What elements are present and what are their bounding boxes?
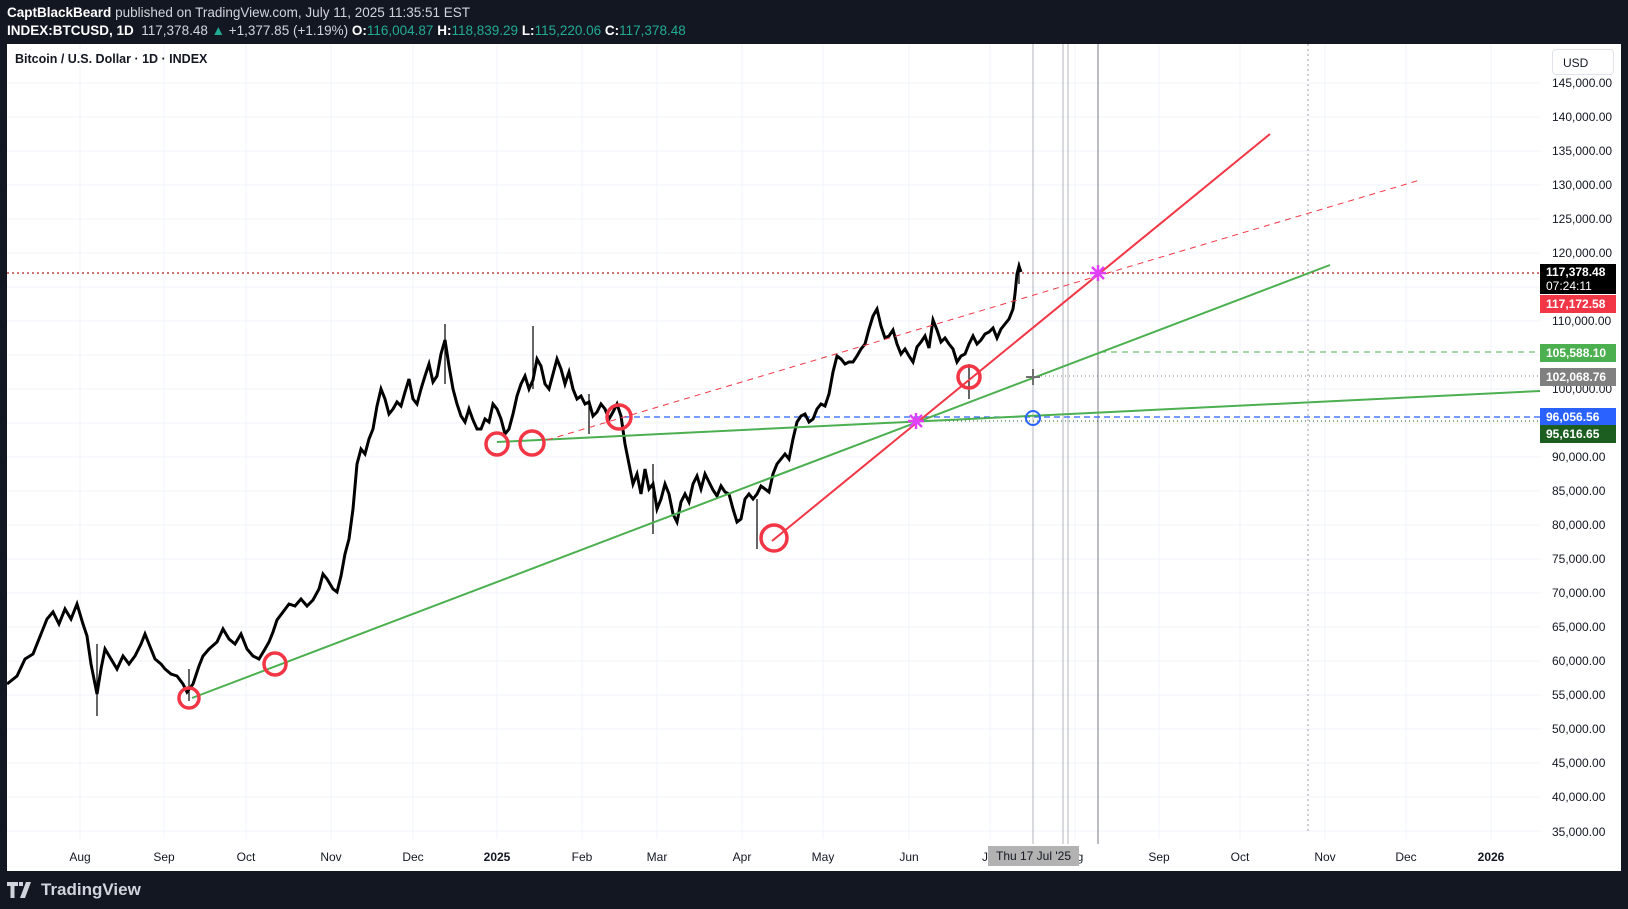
last-price-value: 117,378.48 bbox=[1546, 265, 1606, 279]
price-chart[interactable] bbox=[7, 44, 1621, 871]
green-level-badge: 105,588.10 bbox=[1540, 344, 1616, 362]
up-arrow-icon: ▲ bbox=[211, 23, 225, 38]
blue-circle-marker bbox=[1025, 410, 1041, 426]
low-label: L: bbox=[521, 23, 535, 38]
tradingview-logo[interactable]: TradingView bbox=[7, 880, 141, 900]
chart-title: Bitcoin / U.S. Dollar · 1D · INDEX bbox=[15, 52, 208, 66]
time-tick: Aug bbox=[69, 850, 91, 864]
price-tick: 60,000.00 bbox=[1552, 654, 1606, 668]
time-tick: Nov bbox=[1314, 850, 1336, 864]
price-tick: 140,000.00 bbox=[1552, 110, 1613, 124]
asterisk-markers bbox=[908, 265, 1106, 429]
rising-green-trendline bbox=[191, 264, 1331, 699]
symbol-label: INDEX:BTCUSD, 1D bbox=[7, 23, 134, 38]
price-tick: 80,000.00 bbox=[1552, 518, 1606, 532]
red-circle-markers bbox=[177, 364, 982, 710]
time-tick: Sep bbox=[153, 850, 175, 864]
price-tick: 125,000.00 bbox=[1552, 212, 1613, 226]
time-tick: Feb bbox=[571, 850, 593, 864]
time-tick: g bbox=[1076, 850, 1084, 864]
high-value: 118,839.29 bbox=[451, 23, 519, 38]
author-name[interactable]: CaptBlackBeard bbox=[7, 5, 112, 20]
bar-countdown: 07:24:11 bbox=[1546, 279, 1592, 293]
price-tick: 50,000.00 bbox=[1552, 722, 1606, 736]
price-tick: 110,000.00 bbox=[1552, 314, 1612, 328]
price-tick: 70,000.00 bbox=[1552, 586, 1606, 600]
price-tick: 55,000.00 bbox=[1552, 688, 1606, 702]
drag-handle-icon bbox=[1026, 369, 1040, 385]
price-tick: 45,000.00 bbox=[1552, 756, 1606, 770]
dark-green-level-badge: 95,616.65 bbox=[1540, 425, 1616, 443]
tradingview-logo-icon bbox=[7, 882, 31, 898]
time-tick: Oct bbox=[236, 850, 256, 864]
ohlc-legend: INDEX:BTCUSD, 1D 117,378.48 ▲ +1,377.85 … bbox=[7, 22, 686, 40]
brand-name: TradingView bbox=[41, 880, 141, 899]
time-tick: Jun bbox=[899, 850, 919, 864]
time-tick: Nov bbox=[320, 850, 342, 864]
price-tick: 135,000.00 bbox=[1552, 144, 1613, 158]
price-tick: 35,000.00 bbox=[1552, 825, 1606, 839]
time-tick: 2026 bbox=[1477, 850, 1505, 864]
close-label: C: bbox=[604, 23, 620, 38]
grid bbox=[7, 44, 1540, 839]
publish-header: CaptBlackBeard published on TradingView.… bbox=[7, 4, 686, 40]
crosshair-time-label: Thu 17 Jul '25 bbox=[988, 846, 1079, 866]
time-tick: Mar bbox=[646, 850, 668, 864]
candles bbox=[7, 260, 1023, 716]
time-tick: Oct bbox=[1230, 850, 1250, 864]
price-change: +1,377.85 (+1.19%) bbox=[228, 23, 349, 38]
price-tick: 130,000.00 bbox=[1552, 178, 1613, 192]
price-tick: 75,000.00 bbox=[1552, 552, 1606, 566]
time-tick: Dec bbox=[402, 850, 424, 864]
last-price-badge: 117,378.48 07:24:11 bbox=[1540, 264, 1616, 294]
time-tick: Apr bbox=[732, 850, 752, 864]
gray-level-badge: 102,068.76 bbox=[1540, 368, 1616, 386]
time-tick: Sep bbox=[1148, 850, 1170, 864]
open-label: O: bbox=[351, 23, 367, 38]
time-tick: May bbox=[811, 850, 835, 864]
red-trendline bbox=[771, 133, 1271, 542]
open-value: 116,004.87 bbox=[366, 23, 434, 38]
vertical-lines bbox=[1032, 44, 1309, 844]
price-tick: 145,000.00 bbox=[1552, 76, 1613, 90]
price-tick: 90,000.00 bbox=[1552, 450, 1606, 464]
published-text: published on TradingView.com, July 11, 2… bbox=[115, 5, 471, 20]
close-value: 117,378.48 bbox=[619, 23, 686, 38]
price-tick: 85,000.00 bbox=[1552, 484, 1606, 498]
time-tick: 2025 bbox=[483, 850, 511, 864]
high-label: H: bbox=[437, 23, 452, 38]
price-tick: 120,000.00 bbox=[1552, 246, 1613, 260]
blue-level-badge: 96,056.56 bbox=[1540, 408, 1616, 426]
price-tick: 40,000.00 bbox=[1552, 790, 1606, 804]
chart-panel[interactable]: Bitcoin / U.S. Dollar · 1D · INDEX USD bbox=[7, 44, 1621, 871]
time-tick: Dec bbox=[1395, 850, 1417, 864]
red-line-badge: 117,172.58 bbox=[1540, 295, 1616, 313]
currency-selector[interactable]: USD bbox=[1552, 49, 1614, 75]
last-price: 117,378.48 bbox=[141, 23, 208, 38]
price-tick: 65,000.00 bbox=[1552, 620, 1606, 634]
red-dashed-trendline bbox=[546, 179, 1421, 441]
low-value: 115,220.06 bbox=[534, 23, 602, 38]
time-tick: J bbox=[982, 850, 988, 864]
flat-green-trendline bbox=[496, 390, 1541, 443]
